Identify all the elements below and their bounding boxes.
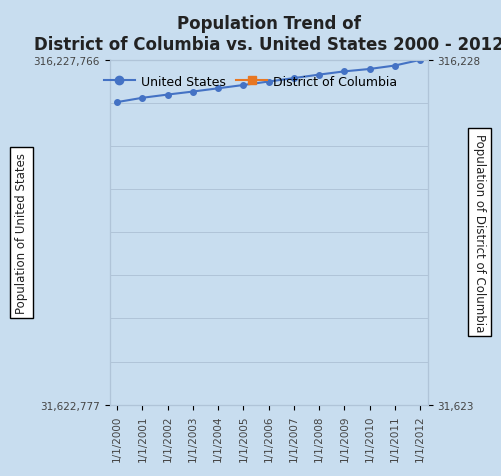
Y-axis label: Population of District of Columbia: Population of District of Columbia [473, 134, 486, 332]
Y-axis label: Population of United States: Population of United States [15, 152, 28, 313]
Title: Population Trend of
District of Columbia vs. United States 2000 - 2012: Population Trend of District of Columbia… [34, 15, 501, 54]
Legend: United States, District of Columbia: United States, District of Columbia [99, 70, 402, 93]
